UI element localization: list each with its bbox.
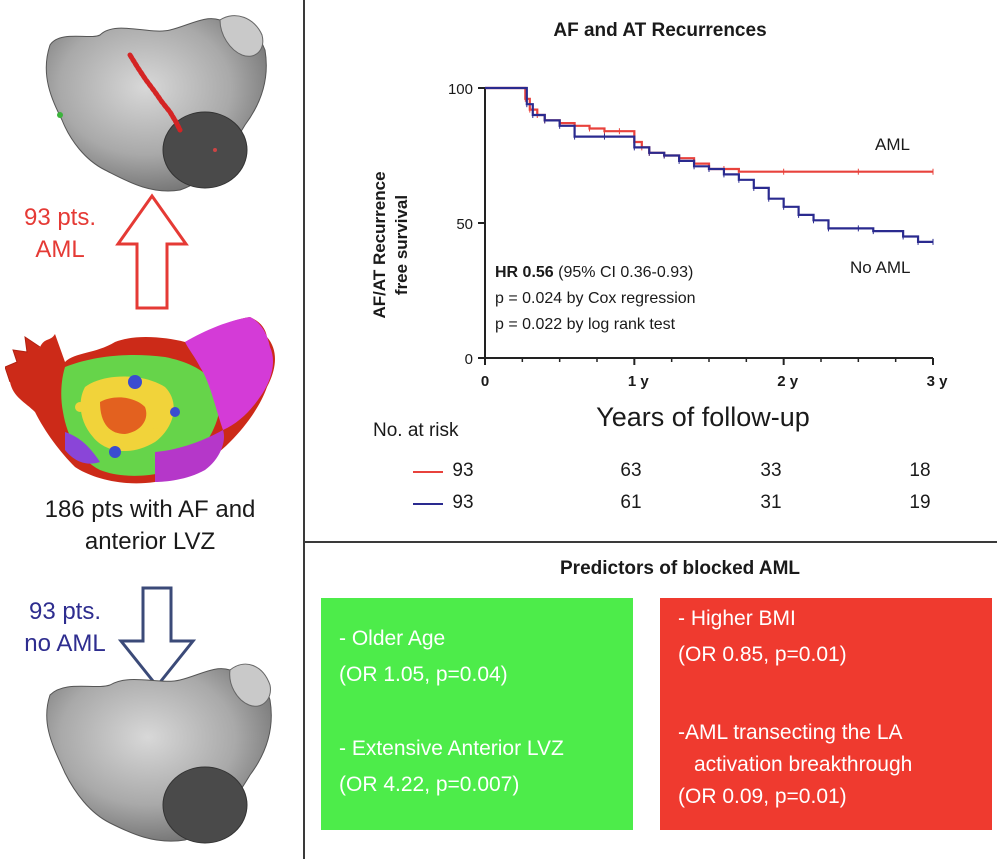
x-tick-label: 1 y	[628, 373, 650, 390]
risk-aml-count: 93	[452, 460, 474, 481]
vertical-divider	[303, 0, 305, 859]
no-aml-la-map-image	[46, 663, 272, 844]
y-tick-label: 0	[465, 351, 473, 368]
down-arrow-icon	[117, 586, 197, 689]
population-caption-line2: anterior LVZ	[84, 528, 216, 555]
risk-no-aml-count: 61	[620, 492, 642, 513]
y-tick-label: 100	[448, 81, 473, 98]
logrank-pvalue: p = 0.022 by log rank test	[495, 316, 676, 333]
aml-count-line1: 93 pts.	[23, 204, 97, 231]
predictor-extensive-lvz: - Extensive Anterior LVZ	[339, 737, 564, 760]
aml-count-label: 93 pts. AML	[0, 202, 120, 266]
risk-aml-count: 18	[909, 460, 931, 481]
predictor-higher-bmi: - Higher BMI	[678, 607, 796, 630]
y-ticks: 0 50 100	[448, 81, 485, 368]
predictors-title: Predictors of blocked AML	[560, 558, 800, 579]
stats-block: HR 0.56 (95% CI 0.36-0.93) p = 0.024 by …	[495, 260, 795, 338]
predictor-extensive-lvz-or: (OR 4.22, p=0.007)	[339, 773, 520, 796]
x-tick-label: 2 y	[777, 373, 799, 390]
protective-predictors-box: - Older Age (OR 1.05, p=0.04) - Extensiv…	[321, 598, 633, 830]
risk-aml-legend-line	[413, 471, 443, 473]
population-caption-line1: 186 pts with AF and	[44, 496, 256, 523]
aml-count-line2: AML	[35, 236, 85, 263]
risk-table-title: No. at risk	[373, 420, 459, 441]
risk-no-aml-count: 31	[760, 492, 782, 513]
predictor-transecting-or: (OR 0.09, p=0.01)	[678, 785, 847, 808]
risk-predictors-box: - Higher BMI (OR 0.85, p=0.01) -AML tran…	[660, 598, 992, 830]
hr-value: HR 0.56	[495, 264, 554, 281]
x-ticks: 0 1 y 2 y 3 y	[481, 358, 948, 390]
aml-series-label: AML	[875, 135, 910, 154]
km-survival-chart: AF/AT Recurrence free survival 0 50 100 0 1…	[370, 81, 948, 432]
up-arrow-icon	[115, 193, 189, 310]
y-tick-label: 50	[456, 216, 473, 233]
predictor-older-age: - Older Age	[339, 627, 446, 650]
y-axis-label-line1: AF/AT Recurrence	[370, 171, 389, 318]
chart-title: AF and AT Recurrences	[553, 20, 767, 41]
horizontal-divider	[303, 541, 997, 543]
predictor-aml-transecting: -AML transecting the LA	[678, 721, 903, 744]
series-group	[485, 86, 934, 245]
x-axis-label: Years of follow-up	[596, 402, 810, 432]
population-caption: 186 pts with AF and anterior LVZ	[0, 494, 300, 558]
risk-no-aml-legend-line	[413, 503, 443, 505]
no-aml-series-label: No AML	[850, 258, 910, 277]
y-axis-label: AF/AT Recurrence free survival	[370, 171, 411, 318]
risk-no-aml-count: 19	[909, 492, 931, 513]
predictor-higher-bmi-or: (OR 0.85, p=0.01)	[678, 643, 847, 666]
no-aml-count-line2: no AML	[24, 630, 106, 657]
aml-la-map-image	[45, 15, 267, 192]
hr-ci: (95% CI 0.36-0.93)	[553, 264, 694, 281]
no-aml-count-label: 93 pts. no AML	[5, 596, 125, 660]
risk-no-aml-count: 93	[452, 492, 474, 513]
hr-line: HR 0.56 (95% CI 0.36-0.93)	[495, 260, 795, 286]
predictor-older-age-or: (OR 1.05, p=0.04)	[339, 663, 508, 686]
predictor-activation-breakthrough: activation breakthrough	[694, 753, 913, 776]
y-axis-label-line2: free survival	[392, 195, 411, 295]
risk-aml-count: 63	[620, 460, 642, 481]
cox-pvalue: p = 0.024 by Cox regression	[495, 290, 696, 307]
x-tick-label: 0	[481, 373, 489, 390]
x-tick-label: 3 y	[927, 373, 949, 390]
series-line-aml	[485, 86, 933, 173]
risk-aml-count: 33	[760, 460, 782, 481]
no-aml-count-line1: 93 pts.	[28, 598, 102, 625]
voltage-map-image	[5, 317, 275, 484]
